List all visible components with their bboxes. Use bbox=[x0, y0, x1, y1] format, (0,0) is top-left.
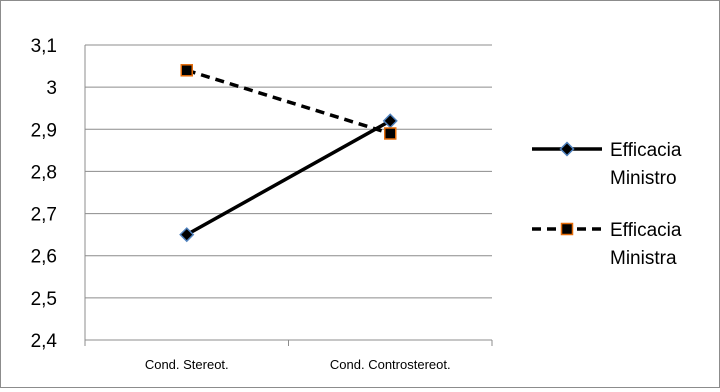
y-tick-label: 2,6 bbox=[31, 247, 57, 268]
legend-marker-1 bbox=[559, 141, 575, 157]
y-tick-label: 3 bbox=[46, 78, 57, 99]
plot-area bbox=[179, 64, 398, 243]
data-point-2 bbox=[384, 127, 397, 140]
axes: 2,4 2,5 2,6 2,7 2,8 2,9 3 3,1 Cond. Stereot. Cond… bbox=[31, 36, 493, 372]
legend-label-1: Efficacia Ministro bbox=[610, 140, 682, 189]
y-tick-label: 3,1 bbox=[31, 36, 57, 57]
y-tick-label: 2,8 bbox=[31, 162, 57, 183]
data-point-2 bbox=[180, 64, 193, 77]
x-tick-label: Cond. Stereot. bbox=[145, 357, 229, 372]
series-line-1 bbox=[185, 119, 392, 237]
legend-marker-2 bbox=[560, 222, 574, 236]
data-point-1 bbox=[382, 113, 398, 129]
legend: Efficacia Ministro Efficacia Ministra bbox=[532, 140, 682, 269]
legend-label-2: Efficacia Ministra bbox=[610, 220, 682, 269]
y-tick-label: 2,4 bbox=[31, 331, 58, 352]
series-line-2 bbox=[186, 68, 391, 136]
gridlines bbox=[85, 44, 492, 299]
y-tick-label: 2,5 bbox=[31, 289, 57, 310]
x-tick-label: Cond. Controstereot. bbox=[330, 357, 451, 372]
y-tick-label: 2,9 bbox=[31, 120, 57, 141]
y-tick-label: 2,7 bbox=[31, 205, 57, 226]
data-point-1 bbox=[179, 227, 195, 243]
